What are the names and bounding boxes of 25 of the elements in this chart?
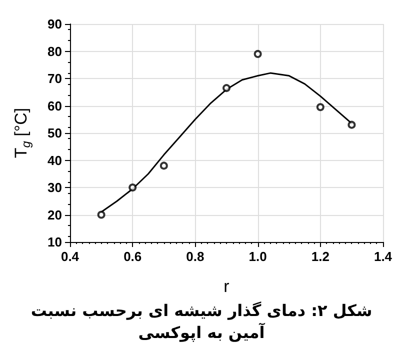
y-tick-label: 90 — [48, 16, 62, 32]
x-tick-label: 0.6 — [124, 249, 142, 264]
y-tick-label: 70 — [48, 71, 62, 86]
point — [97, 210, 106, 219]
point — [348, 120, 356, 129]
x-tick-label: 1.4 — [374, 249, 393, 264]
x-tick-label: 1.2 — [311, 249, 330, 264]
y-tick-label: 40 — [48, 152, 62, 168]
y-tick-label: 60 — [48, 98, 62, 114]
y-tick-label: 80 — [48, 44, 62, 59]
point — [316, 103, 324, 112]
y-axis-title: Tg [°C] — [12, 108, 33, 158]
point — [222, 84, 230, 92]
point — [254, 50, 262, 58]
x-axis-title: r — [224, 277, 230, 296]
x-tick-label: 0.8 — [186, 249, 204, 264]
y-tick-label: 30 — [48, 180, 62, 195]
y-tick-label: 10 — [48, 234, 62, 250]
x-tick-label: 0.4 — [60, 249, 80, 264]
point — [160, 162, 168, 170]
point — [128, 184, 137, 192]
text: شکل ۲: دمای گذار شیشه ای برحسب نسبت آمین به اپوکسی — [30, 300, 374, 344]
x-tick-label: 1.0 — [248, 249, 267, 264]
y-tick-label: 50 — [48, 126, 62, 140]
y-tick-label: 20 — [48, 207, 62, 222]
